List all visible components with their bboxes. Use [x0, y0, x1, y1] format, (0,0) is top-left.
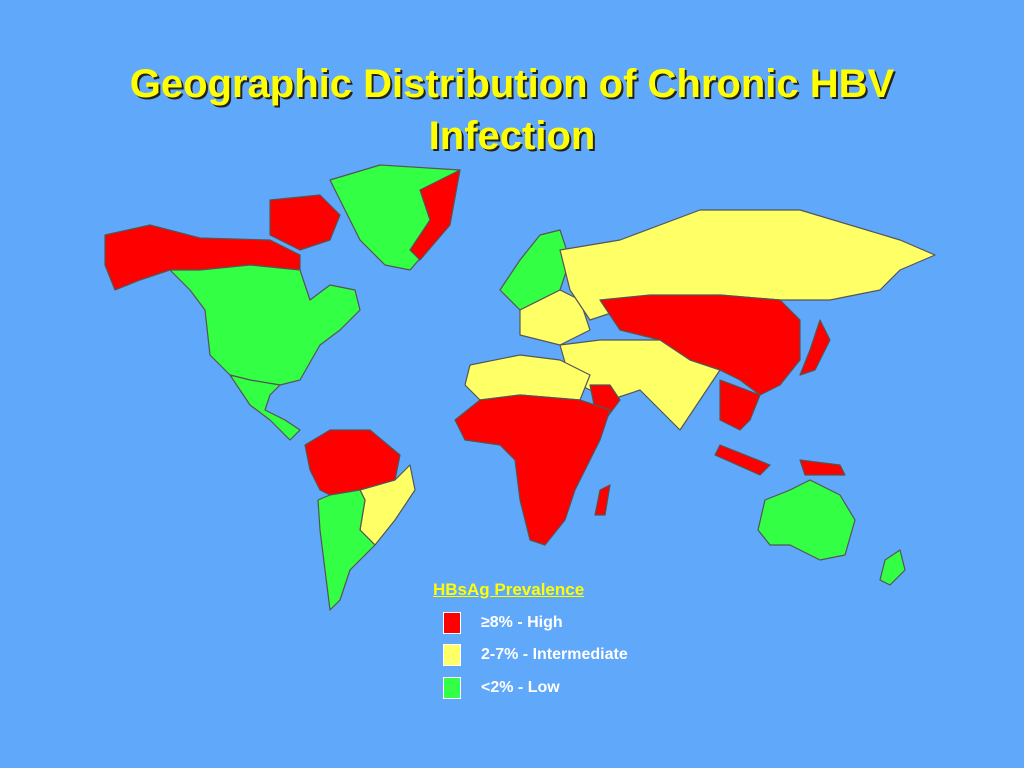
europe-east — [519, 289, 591, 346]
japan — [799, 319, 831, 376]
madagascar — [594, 484, 611, 516]
australia — [757, 479, 856, 561]
southeast-asia — [719, 379, 761, 431]
north-america — [169, 264, 361, 386]
legend-swatch — [443, 677, 461, 699]
legend-swatch — [443, 644, 461, 666]
legend-swatch — [443, 612, 461, 634]
legend-title: HBsAg Prevalence — [433, 580, 585, 599]
legend-label: ≥8% - High — [481, 614, 563, 631]
russia — [559, 209, 936, 321]
legend-label: 2-7% - Intermediate — [481, 646, 628, 663]
papua — [799, 459, 846, 476]
title: Geographic Distribution of Chronic HBV I… — [129, 62, 895, 158]
middle-east-india — [559, 339, 721, 431]
new-zealand — [879, 549, 906, 586]
central-america — [229, 374, 301, 441]
legend-label: <2% - Low — [481, 679, 560, 696]
indonesia — [714, 444, 771, 476]
south-america-south — [317, 489, 376, 611]
sub-saharan-africa — [454, 394, 611, 546]
greenland-east — [409, 169, 461, 261]
arctic-islands — [269, 194, 341, 251]
